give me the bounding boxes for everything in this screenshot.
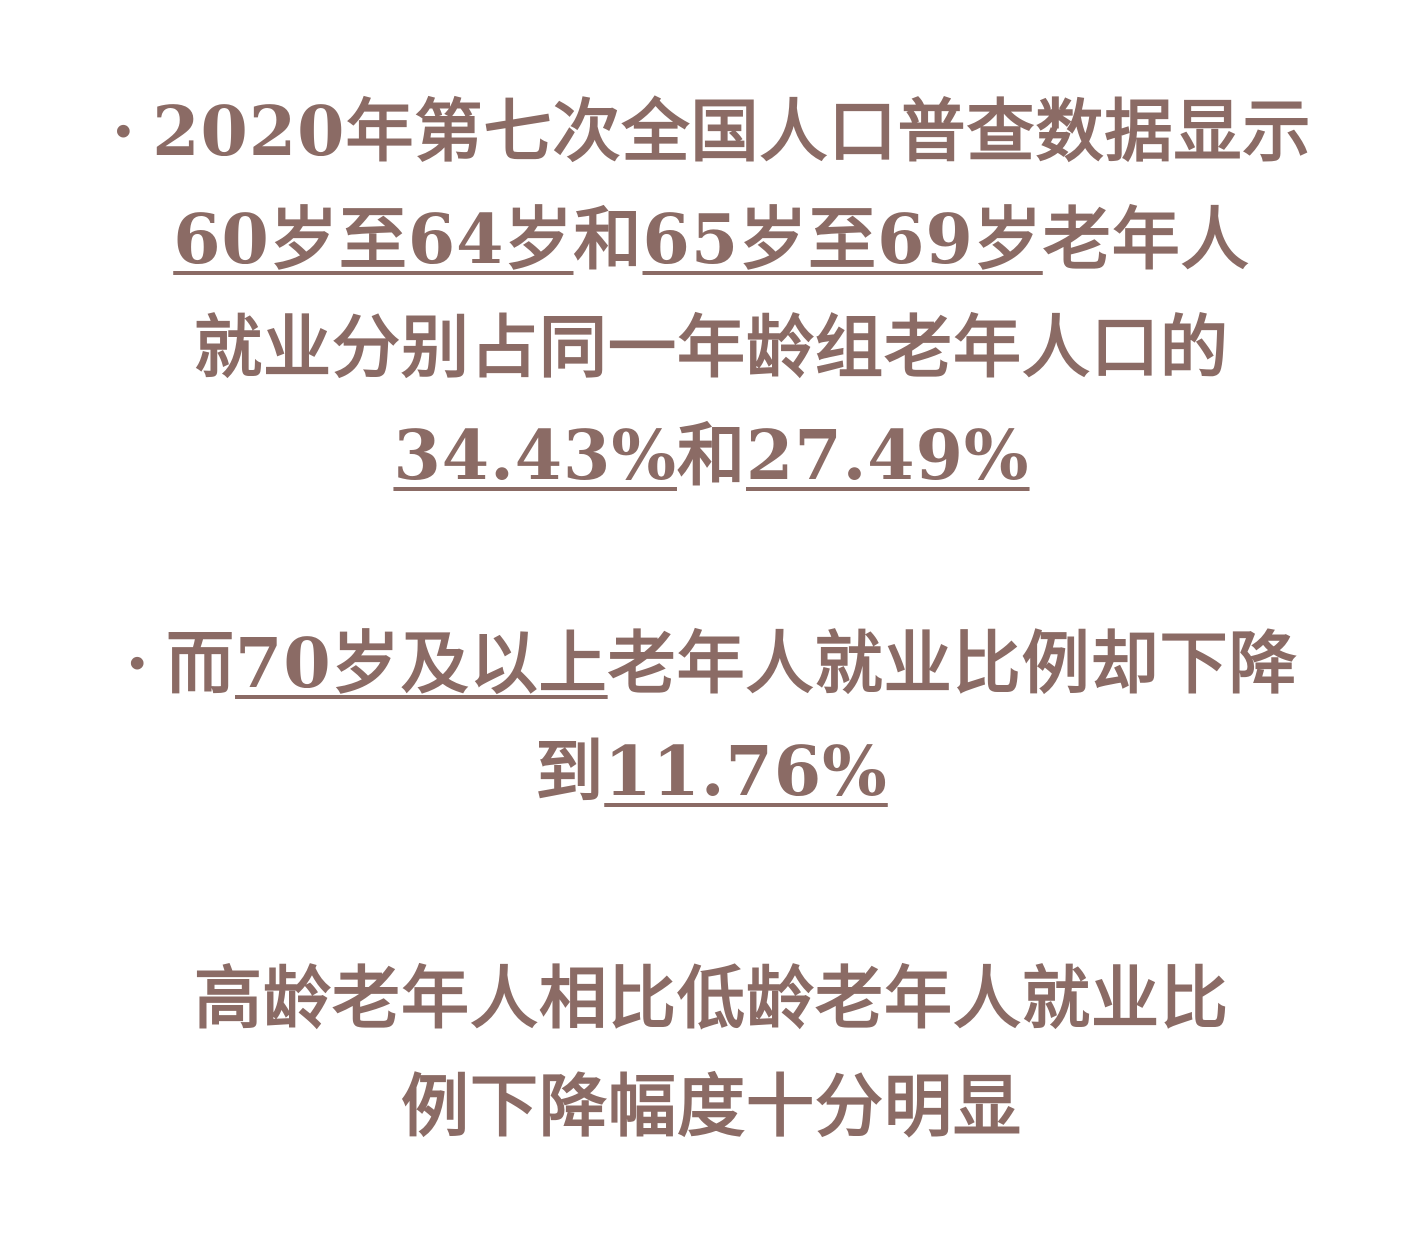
census-paragraph: · 2020年第七次全国人口普查数据显示 60岁至64岁和65岁至69岁老年人 就… — [0, 78, 1423, 510]
elderly-text: 老年人 — [1042, 200, 1250, 280]
decline-paragraph: · 而70岁及以上老年人就业比例却下降 到11.76% — [0, 610, 1423, 826]
to-text: 到 — [535, 732, 605, 812]
decline-line-1: · 而70岁及以上老年人就业比例却下降 — [0, 610, 1423, 718]
but-text: 而 — [166, 624, 236, 704]
census-line-4: 34.43%和27.49% — [0, 402, 1423, 510]
age-range-65-69: 65岁至69岁 — [642, 200, 1043, 280]
census-line-2: 60岁至64岁和65岁至69岁老年人 — [0, 186, 1423, 294]
conjunction-text: 和 — [676, 416, 746, 496]
conclusion-paragraph: 高龄老年人相比低龄老年人就业比 例下降幅度十分明显 — [0, 945, 1423, 1161]
bullet-dot: · — [111, 92, 137, 172]
conjunction-text: 和 — [573, 200, 643, 280]
percentage-34-43: 34.43% — [393, 416, 677, 496]
conclusion-line-1: 高龄老年人相比低龄老年人就业比 — [193, 959, 1229, 1039]
census-line-3: 就业分别占同一年龄组老年人口的 — [193, 308, 1229, 388]
age-range-60-64: 60岁至64岁 — [173, 200, 574, 280]
decline-text: 老年人就业比例却下降 — [607, 624, 1298, 704]
conclusion-line-2: 例下降幅度十分明显 — [400, 1067, 1022, 1147]
census-line-1: · 2020年第七次全国人口普查数据显示 — [0, 78, 1423, 186]
decline-line-2: 到11.76% — [0, 718, 1423, 826]
age-range-70-plus: 70岁及以上 — [235, 624, 608, 704]
percentage-11-76: 11.76% — [604, 732, 888, 812]
percentage-27-49: 27.49% — [746, 416, 1030, 496]
bullet-dot: · — [125, 624, 150, 704]
census-line-1-text: 2020年第七次全国人口普查数据显示 — [152, 92, 1312, 172]
